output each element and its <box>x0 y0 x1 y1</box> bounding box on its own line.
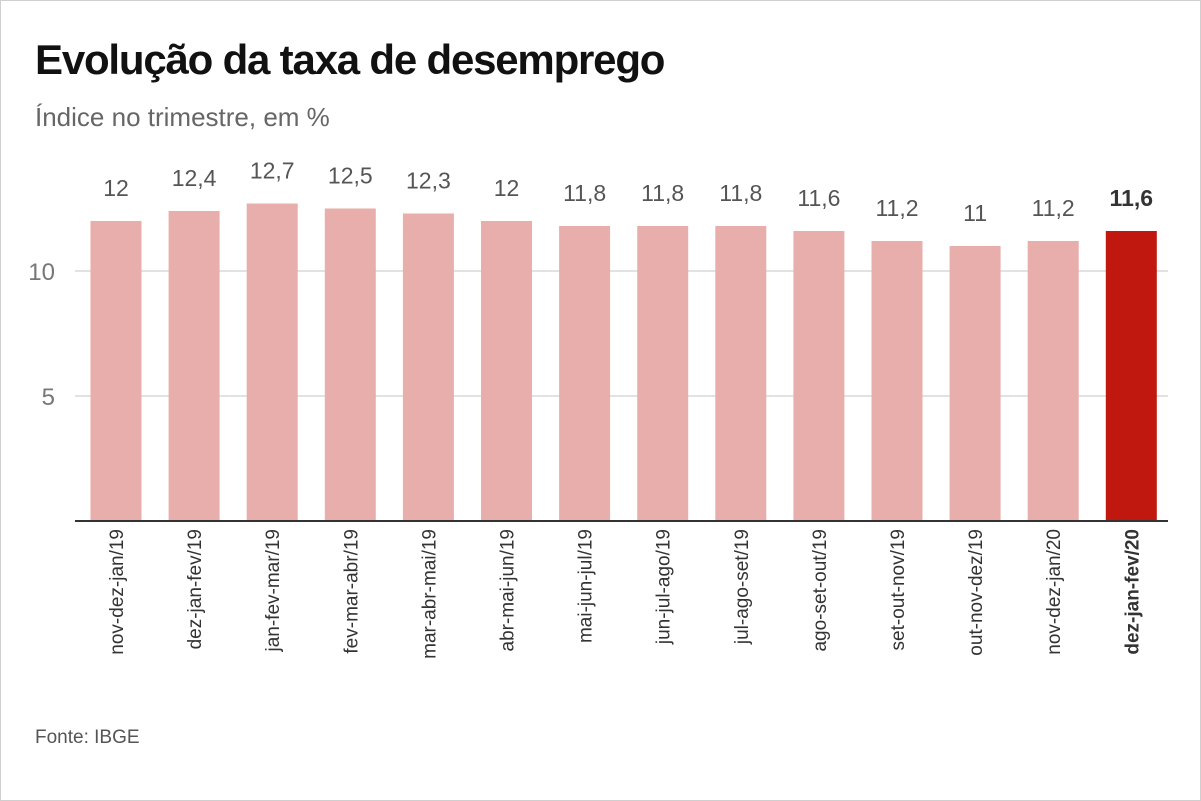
bar <box>402 213 454 521</box>
x-tick-label: jan-fev-mar/19 <box>263 529 284 653</box>
bar <box>637 226 689 521</box>
bar <box>324 208 376 521</box>
value-label: 12 <box>494 175 520 201</box>
bar <box>90 221 142 521</box>
chart-subtitle: Índice no trimestre, em % <box>35 102 330 132</box>
y-tick-label: 10 <box>28 259 55 286</box>
y-tick-label: 5 <box>42 384 55 411</box>
x-tick-label: out-nov-dez/19 <box>966 529 987 656</box>
x-tick-label: fev-mar-abr/19 <box>341 529 362 654</box>
bar <box>559 226 611 521</box>
value-label: 12,3 <box>406 168 451 194</box>
value-label: 11,2 <box>1032 195 1075 221</box>
value-label: 12,5 <box>328 163 373 189</box>
value-label: 11,8 <box>641 180 684 206</box>
x-tick-label: jun-jul-ago/19 <box>654 529 675 645</box>
chart-title: Evolução da taxa de desemprego <box>35 36 665 83</box>
value-label: 11 <box>963 200 987 226</box>
value-label: 11,8 <box>719 180 762 206</box>
x-tick-label: ago-set-out/19 <box>810 529 831 652</box>
x-tick-label: nov-dez-jan/19 <box>107 529 128 655</box>
bar <box>168 211 220 521</box>
bar <box>1027 241 1079 521</box>
bar <box>793 231 845 521</box>
x-tick-label: abr-mai-jun/19 <box>498 529 519 652</box>
x-tick-label: jul-ago-set/19 <box>732 529 753 645</box>
value-label: 11,8 <box>563 180 606 206</box>
x-tick-label: mai-jun-jul/19 <box>576 529 597 643</box>
value-label: 12 <box>103 175 129 201</box>
bar-highlighted <box>1105 231 1157 521</box>
source-note: Fonte: IBGE <box>35 727 140 748</box>
bar <box>246 203 298 521</box>
bar <box>949 246 1001 521</box>
bar <box>481 221 532 521</box>
x-tick-label: set-out-nov/19 <box>888 529 909 650</box>
value-label: 11,2 <box>875 195 918 221</box>
value-label: 12,7 <box>250 158 295 184</box>
x-tick-label: nov-dez-jan/20 <box>1044 529 1065 655</box>
bar <box>871 241 923 521</box>
value-label: 11,6 <box>797 185 840 211</box>
value-label: 11,6 <box>1110 185 1154 211</box>
x-tick-label: dez-jan-fev/20 <box>1122 529 1143 655</box>
value-label: 12,4 <box>172 165 217 191</box>
bar <box>715 226 767 521</box>
x-tick-label: dez-jan-fev/19 <box>185 529 206 649</box>
x-tick-label: mar-abr-mai/19 <box>419 529 440 659</box>
